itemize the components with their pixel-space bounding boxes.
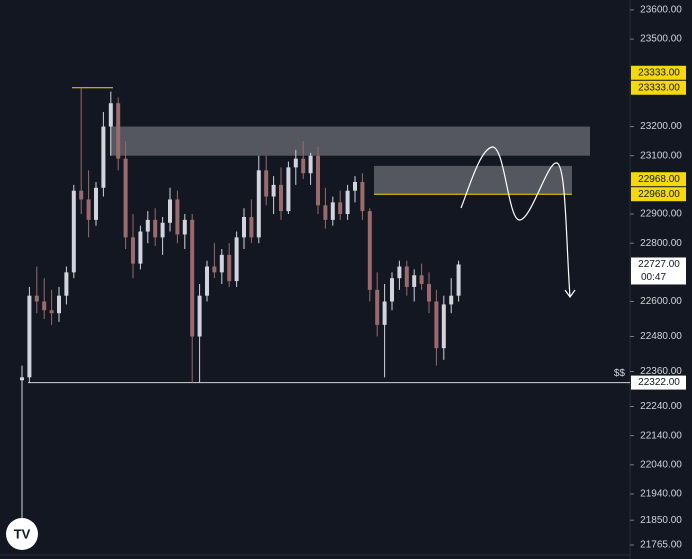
drawn-projection [460, 146, 576, 299]
y-tick-label: 22140.00 [640, 430, 682, 441]
price-label: 22322.00 [638, 377, 680, 388]
countdown: 00:47 [641, 272, 666, 283]
candle-body [279, 184, 283, 212]
supply-zone [110, 126, 590, 156]
price-label: 22727.00 [638, 259, 680, 270]
supply-zone [374, 165, 572, 195]
candle-body [153, 219, 158, 238]
candle-body [79, 190, 84, 200]
candle-body [404, 266, 409, 287]
y-tick-label: 21850.00 [640, 515, 682, 526]
y-tick-label: 23200.00 [640, 121, 682, 132]
candle-body [175, 199, 180, 235]
candle-body [338, 202, 343, 215]
price-label-box [631, 172, 686, 187]
candle-body [323, 205, 328, 220]
candle-body [190, 219, 195, 337]
candle-body [375, 289, 380, 325]
candle-body [101, 126, 106, 188]
candle-body [145, 219, 150, 232]
candle-body [397, 266, 402, 279]
candle-body [390, 278, 394, 302]
candle-body [345, 190, 350, 215]
candle-body [57, 295, 61, 314]
candle-body [212, 266, 217, 273]
candle-body [168, 199, 172, 223]
y-tick-label: 22040.00 [640, 459, 682, 470]
candle-body [42, 301, 47, 311]
candle-body [108, 103, 113, 127]
candle-body [316, 155, 320, 206]
zones: $$ [28, 87, 630, 384]
y-tick-label: 23100.00 [640, 150, 682, 161]
candle-body [330, 202, 335, 220]
candle-body [27, 295, 32, 378]
logo: TV [6, 518, 38, 550]
price-label-box [631, 257, 686, 285]
candle-body [256, 170, 261, 238]
candle-body [49, 310, 54, 314]
candle-body [360, 181, 365, 212]
price-label: 23333.00 [638, 67, 680, 78]
svg-text:TV: TV [14, 526, 31, 541]
candle-body [242, 216, 246, 238]
candle-body [293, 158, 298, 168]
y-tick-label: 21940.00 [640, 489, 682, 500]
candle-body [419, 275, 424, 285]
candle-body [441, 304, 446, 349]
candle-body [182, 219, 187, 235]
y-tick-label: 22600.00 [640, 296, 682, 307]
candle-body [205, 266, 209, 296]
price-label-box [631, 80, 686, 95]
y-tick-label: 22480.00 [640, 331, 682, 342]
candle-body [382, 301, 387, 325]
level-note: $$ [614, 368, 626, 379]
candle-body [160, 222, 165, 238]
price-label: 23333.00 [638, 82, 680, 93]
price-label-box [631, 187, 686, 202]
y-tick-label: 22240.00 [640, 401, 682, 412]
price-label: 22968.00 [638, 189, 680, 200]
candle-body [20, 377, 24, 381]
candle-body [449, 295, 454, 305]
candle-body [353, 181, 357, 191]
candle-body [131, 237, 135, 264]
candle-body [71, 190, 76, 273]
candle-body [264, 170, 269, 197]
candle-body [271, 184, 276, 197]
candle-body [86, 199, 91, 220]
candle-body [123, 158, 128, 238]
y-tick-label: 22360.00 [640, 366, 682, 377]
price-label: 22968.00 [638, 174, 680, 185]
candle-body [227, 254, 232, 282]
candle-body [308, 155, 313, 174]
candle-body [138, 231, 143, 264]
price-label-box [631, 65, 686, 80]
y-tick-label: 22900.00 [640, 209, 682, 220]
candle-body [249, 216, 254, 238]
candle-body [116, 103, 121, 159]
candle-body [34, 295, 39, 302]
candle-body [427, 284, 431, 302]
candle-body [367, 211, 372, 290]
candle-body [94, 187, 98, 220]
candle-body [456, 264, 461, 296]
candle-body [286, 167, 291, 212]
candle-body [301, 158, 306, 174]
price-label-box [631, 375, 686, 390]
y-tick-label: 22800.00 [640, 238, 682, 249]
candle-body [434, 301, 439, 349]
y-tick-label: 21765.00 [640, 540, 682, 551]
candle-body [197, 295, 202, 337]
y-tick-label: 23600.00 [640, 5, 682, 16]
price-axis: 23600.00 23500.00 23200.00 23100.00 22900.00… [630, 5, 686, 551]
candles [20, 87, 461, 547]
candle-body [234, 237, 239, 282]
y-tick-label: 23500.00 [640, 34, 682, 45]
candle-body [412, 275, 417, 287]
candle-body [219, 254, 224, 273]
candle-body [64, 272, 69, 296]
